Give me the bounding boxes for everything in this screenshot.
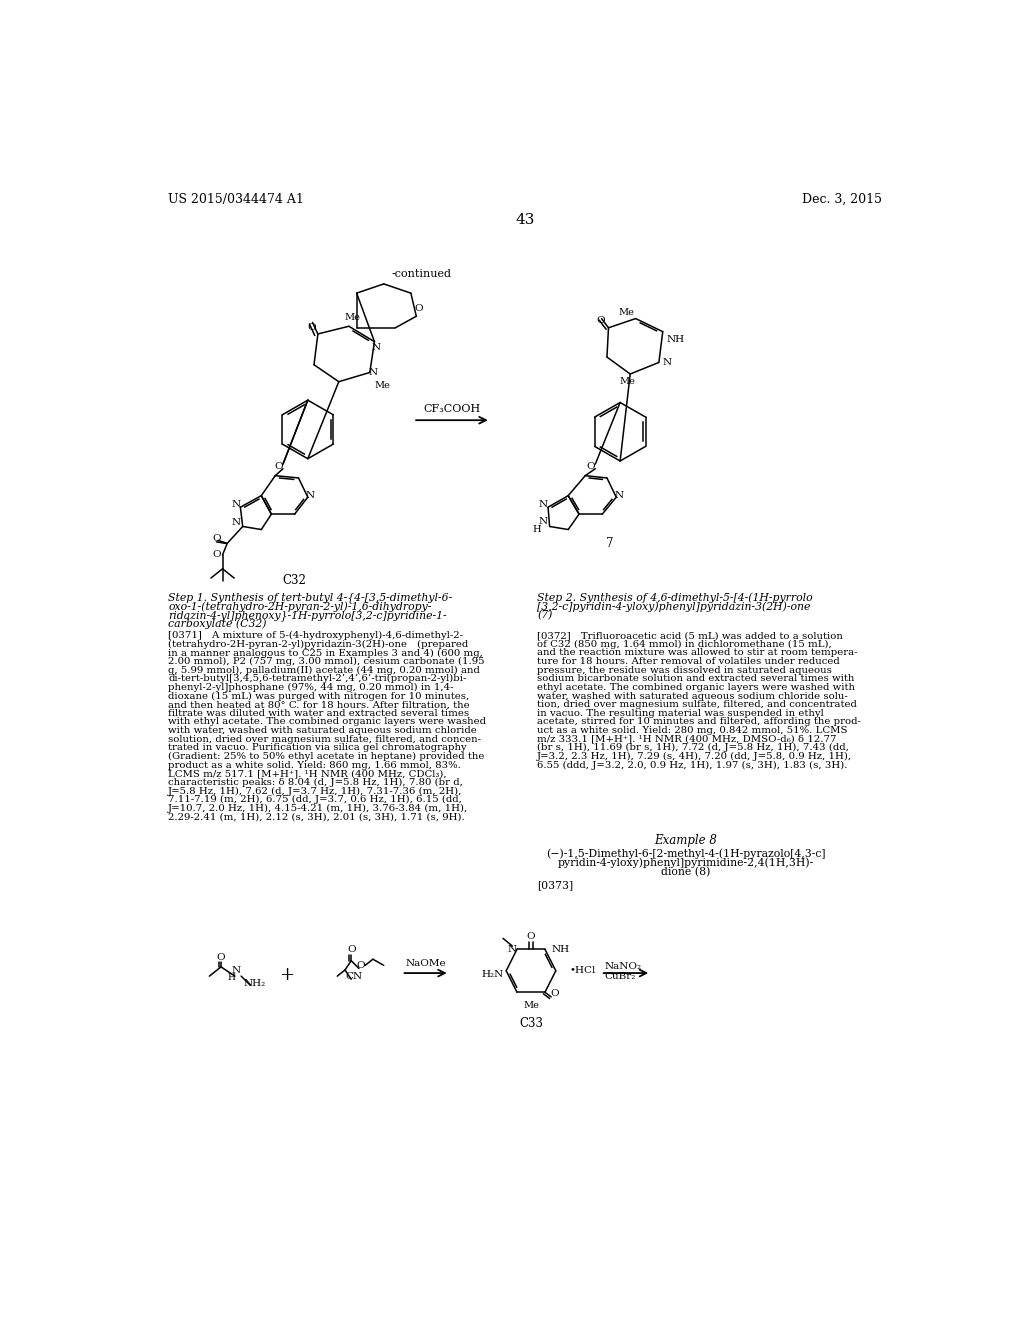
Text: J=5.8 Hz, 1H), 7.62 (d, J=3.7 Hz, 1H), 7.31-7.36 (m, 2H),: J=5.8 Hz, 1H), 7.62 (d, J=3.7 Hz, 1H), 7… bbox=[168, 787, 463, 796]
Text: phenyl-2-yl]phosphane (97%, 44 mg, 0.20 mmol) in 1,4-: phenyl-2-yl]phosphane (97%, 44 mg, 0.20 … bbox=[168, 682, 454, 692]
Text: (7): (7) bbox=[538, 610, 553, 620]
Text: with water, washed with saturated aqueous sodium chloride: with water, washed with saturated aqueou… bbox=[168, 726, 477, 735]
Text: •HCl: •HCl bbox=[569, 966, 596, 975]
Text: ethyl acetate. The combined organic layers were washed with: ethyl acetate. The combined organic laye… bbox=[538, 682, 855, 692]
Text: C32: C32 bbox=[283, 574, 306, 587]
Text: [0372] Trifluoroacetic acid (5 mL) was added to a solution: [0372] Trifluoroacetic acid (5 mL) was a… bbox=[538, 631, 843, 640]
Text: Me: Me bbox=[618, 308, 634, 317]
Text: oxo-1-(tetrahydro-2H-pyran-2-yl)-1,6-dihydropy-: oxo-1-(tetrahydro-2H-pyran-2-yl)-1,6-dih… bbox=[168, 602, 432, 612]
Text: and the reaction mixture was allowed to stir at room tempera-: and the reaction mixture was allowed to … bbox=[538, 648, 858, 657]
Text: N: N bbox=[539, 500, 548, 510]
Text: CuBr₂: CuBr₂ bbox=[604, 972, 636, 981]
Text: solution, dried over magnesium sulfate, filtered, and concen-: solution, dried over magnesium sulfate, … bbox=[168, 735, 481, 743]
Text: N: N bbox=[305, 491, 314, 500]
Text: CF₃COOH: CF₃COOH bbox=[423, 404, 480, 413]
Text: pressure, the residue was dissolved in saturated aqueous: pressure, the residue was dissolved in s… bbox=[538, 665, 833, 675]
Text: Me: Me bbox=[523, 1001, 539, 1010]
Text: N: N bbox=[232, 966, 241, 975]
Text: of C32 (850 mg, 1.64 mmol) in dichloromethane (15 mL),: of C32 (850 mg, 1.64 mmol) in dichlorome… bbox=[538, 640, 831, 649]
Text: and then heated at 80° C. for 18 hours. After filtration, the: and then heated at 80° C. for 18 hours. … bbox=[168, 700, 470, 709]
Text: N: N bbox=[663, 358, 672, 367]
Text: water, washed with saturated aqueous sodium chloride solu-: water, washed with saturated aqueous sod… bbox=[538, 692, 848, 701]
Text: +: + bbox=[280, 966, 294, 983]
Text: O: O bbox=[213, 535, 221, 544]
Text: 43: 43 bbox=[515, 213, 535, 227]
Text: di-tert-butyl[3,4,5,6-tetramethyl-2’,4’,6’-tri(propan-2-yl)bi-: di-tert-butyl[3,4,5,6-tetramethyl-2’,4’,… bbox=[168, 675, 467, 684]
Text: O: O bbox=[550, 990, 558, 998]
Text: NaOMe: NaOMe bbox=[406, 958, 445, 968]
Text: characteristic peaks: δ 8.04 (d, J=5.8 Hz, 1H), 7.80 (br d,: characteristic peaks: δ 8.04 (d, J=5.8 H… bbox=[168, 777, 463, 787]
Text: sodium bicarbonate solution and extracted several times with: sodium bicarbonate solution and extracte… bbox=[538, 675, 855, 684]
Text: Dec. 3, 2015: Dec. 3, 2015 bbox=[802, 193, 883, 206]
Text: Me: Me bbox=[374, 381, 390, 389]
Text: with ethyl acetate. The combined organic layers were washed: with ethyl acetate. The combined organic… bbox=[168, 718, 486, 726]
Text: N: N bbox=[614, 491, 624, 500]
Text: 2.00 mmol), P2 (757 mg, 3.00 mmol), cesium carbonate (1.95: 2.00 mmol), P2 (757 mg, 3.00 mmol), cesi… bbox=[168, 657, 484, 667]
Text: m/z 333.1 [M+H⁺]. ¹H NMR (400 MHz, DMSO-d₆) δ 12.77: m/z 333.1 [M+H⁺]. ¹H NMR (400 MHz, DMSO-… bbox=[538, 735, 837, 743]
Text: Step 2. Synthesis of 4,6-dimethyl-5-[4-(1H-pyrrolo: Step 2. Synthesis of 4,6-dimethyl-5-[4-(… bbox=[538, 593, 813, 603]
Text: H₂N: H₂N bbox=[481, 970, 504, 979]
Text: 7: 7 bbox=[606, 537, 613, 550]
Text: dioxane (15 mL) was purged with nitrogen for 10 minutes,: dioxane (15 mL) was purged with nitrogen… bbox=[168, 692, 470, 701]
Text: in vacuo. The resulting material was suspended in ethyl: in vacuo. The resulting material was sus… bbox=[538, 709, 824, 718]
Text: NH₂: NH₂ bbox=[244, 979, 266, 989]
Text: N: N bbox=[232, 519, 241, 527]
Text: N: N bbox=[369, 368, 378, 378]
Text: pyridin-4-yloxy)phenyl]pyrimidine-2,4(1H,3H)-: pyridin-4-yloxy)phenyl]pyrimidine-2,4(1H… bbox=[558, 858, 814, 869]
Text: N: N bbox=[508, 945, 517, 953]
Text: N: N bbox=[232, 500, 241, 510]
Text: O: O bbox=[356, 961, 365, 970]
Text: (Gradient: 25% to 50% ethyl acetate in heptane) provided the: (Gradient: 25% to 50% ethyl acetate in h… bbox=[168, 752, 484, 762]
Text: uct as a white solid. Yield: 280 mg, 0.842 mmol, 51%. LCMS: uct as a white solid. Yield: 280 mg, 0.8… bbox=[538, 726, 848, 735]
Text: N: N bbox=[538, 517, 547, 527]
Text: NH: NH bbox=[667, 335, 685, 343]
Text: ridazin-4-yl]phenoxy}-1H-pyrrolo[3,2-c]pyridine-1-: ridazin-4-yl]phenoxy}-1H-pyrrolo[3,2-c]p… bbox=[168, 610, 446, 620]
Text: NaNO₂: NaNO₂ bbox=[604, 962, 642, 972]
Text: [3,2-c]pyridin-4-yloxy)phenyl]pyridazin-3(2H)-one: [3,2-c]pyridin-4-yloxy)phenyl]pyridazin-… bbox=[538, 602, 811, 612]
Text: O: O bbox=[415, 304, 423, 313]
Text: (−)-1,5-Dimethyl-6-[2-methyl-4-(1H-pyrazolo[4,3-c]: (−)-1,5-Dimethyl-6-[2-methyl-4-(1H-pyraz… bbox=[546, 849, 825, 859]
Text: US 2015/0344474 A1: US 2015/0344474 A1 bbox=[168, 193, 304, 206]
Text: Example 8: Example 8 bbox=[654, 834, 718, 847]
Text: O: O bbox=[526, 932, 536, 941]
Text: O: O bbox=[587, 462, 595, 471]
Text: in a manner analogous to C25 in Examples 3 and 4) (600 mg,: in a manner analogous to C25 in Examples… bbox=[168, 648, 483, 657]
Text: NH: NH bbox=[551, 945, 569, 953]
Text: 2.29-2.41 (m, 1H), 2.12 (s, 3H), 2.01 (s, 3H), 1.71 (s, 9H).: 2.29-2.41 (m, 1H), 2.12 (s, 3H), 2.01 (s… bbox=[168, 812, 465, 821]
Text: carboxylate (C32): carboxylate (C32) bbox=[168, 619, 267, 630]
Text: acetate, stirred for 10 minutes and filtered, affording the prod-: acetate, stirred for 10 minutes and filt… bbox=[538, 718, 861, 726]
Text: (br s, 1H), 11.69 (br s, 1H), 7.72 (d, J=5.8 Hz, 1H), 7.43 (dd,: (br s, 1H), 11.69 (br s, 1H), 7.72 (d, J… bbox=[538, 743, 849, 752]
Text: O: O bbox=[274, 462, 284, 471]
Text: trated in vacuo. Purification via silica gel chromatography: trated in vacuo. Purification via silica… bbox=[168, 743, 467, 752]
Text: J=3.2, 2.3 Hz, 1H), 7.29 (s, 4H), 7.20 (dd, J=5.8, 0.9 Hz, 1H),: J=3.2, 2.3 Hz, 1H), 7.29 (s, 4H), 7.20 (… bbox=[538, 752, 852, 762]
Text: 6.55 (ddd, J=3.2, 2.0, 0.9 Hz, 1H), 1.97 (s, 3H), 1.83 (s, 3H).: 6.55 (ddd, J=3.2, 2.0, 0.9 Hz, 1H), 1.97… bbox=[538, 760, 848, 770]
Text: (tetrahydro-2H-pyran-2-yl)pyridazin-3(2H)-one (prepared: (tetrahydro-2H-pyran-2-yl)pyridazin-3(2H… bbox=[168, 640, 469, 649]
Text: O: O bbox=[596, 315, 605, 325]
Text: O: O bbox=[217, 953, 225, 962]
Text: H: H bbox=[532, 525, 541, 535]
Text: [0373]: [0373] bbox=[538, 880, 573, 891]
Text: N: N bbox=[372, 343, 381, 351]
Text: O: O bbox=[307, 323, 316, 333]
Text: C33: C33 bbox=[519, 1016, 543, 1030]
Text: -continued: -continued bbox=[391, 269, 452, 279]
Text: H: H bbox=[227, 973, 236, 982]
Text: J=10.7, 2.0 Hz, 1H), 4.15-4.21 (m, 1H), 3.76-3.84 (m, 1H),: J=10.7, 2.0 Hz, 1H), 4.15-4.21 (m, 1H), … bbox=[168, 804, 469, 813]
Text: Me: Me bbox=[344, 313, 359, 322]
Text: LCMS m/z 517.1 [M+H⁺]. ¹H NMR (400 MHz, CDCl₃),: LCMS m/z 517.1 [M+H⁺]. ¹H NMR (400 MHz, … bbox=[168, 770, 446, 779]
Text: CN: CN bbox=[346, 972, 362, 981]
Text: O: O bbox=[347, 945, 355, 954]
Text: Step 1. Synthesis of tert-butyl 4-{4-[3,5-dimethyl-6-: Step 1. Synthesis of tert-butyl 4-{4-[3,… bbox=[168, 593, 453, 603]
Text: ture for 18 hours. After removal of volatiles under reduced: ture for 18 hours. After removal of vola… bbox=[538, 657, 840, 667]
Text: O: O bbox=[213, 550, 221, 560]
Text: tion, dried over magnesium sulfate, filtered, and concentrated: tion, dried over magnesium sulfate, filt… bbox=[538, 700, 857, 709]
Text: [0371] A mixture of 5-(4-hydroxyphenyl)-4,6-dimethyl-2-: [0371] A mixture of 5-(4-hydroxyphenyl)-… bbox=[168, 631, 463, 640]
Text: g, 5.99 mmol), palladium(II) acetate (44 mg, 0.20 mmol) and: g, 5.99 mmol), palladium(II) acetate (44… bbox=[168, 665, 480, 675]
Text: Me: Me bbox=[620, 378, 636, 387]
Text: filtrate was diluted with water and extracted several times: filtrate was diluted with water and extr… bbox=[168, 709, 469, 718]
Text: dione (8): dione (8) bbox=[662, 867, 711, 876]
Text: product as a white solid. Yield: 860 mg, 1.66 mmol, 83%.: product as a white solid. Yield: 860 mg,… bbox=[168, 760, 461, 770]
Text: 7.11-7.19 (m, 2H), 6.75 (dd, J=3.7, 0.6 Hz, 1H), 6.15 (dd,: 7.11-7.19 (m, 2H), 6.75 (dd, J=3.7, 0.6 … bbox=[168, 795, 462, 804]
